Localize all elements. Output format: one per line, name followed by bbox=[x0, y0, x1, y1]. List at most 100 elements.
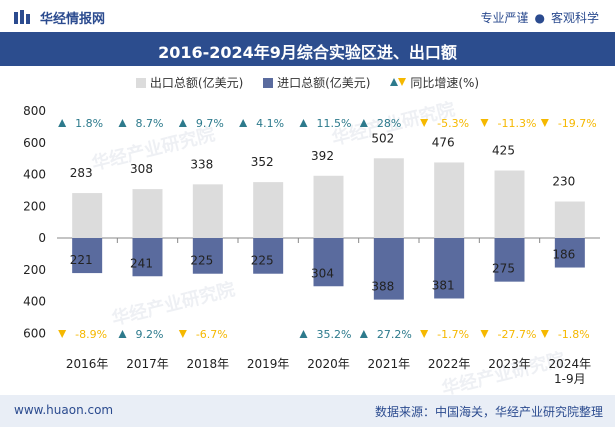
x-category-label: 2019年 bbox=[247, 357, 290, 371]
export-growth-label: 9.7% bbox=[196, 117, 224, 130]
growth-up-icon bbox=[299, 119, 308, 127]
logo-text: 华经情报网 bbox=[40, 12, 106, 27]
growth-down-icon bbox=[420, 119, 429, 127]
legend-up-triangle-icon bbox=[390, 78, 399, 86]
y-tick-label: 400 bbox=[23, 168, 46, 182]
import-value-label: 304 bbox=[311, 266, 334, 280]
export-growth-label: -5.3% bbox=[437, 117, 469, 130]
growth-up-icon bbox=[359, 330, 368, 338]
tagline-right: 客观科学 bbox=[550, 11, 599, 25]
export-growth-label: 11.5% bbox=[317, 117, 352, 130]
import-growth-label: -27.7% bbox=[498, 328, 537, 341]
footer-source: 数据来源：中国海关，华经产业研究院整理 bbox=[374, 405, 603, 419]
import-bar bbox=[192, 238, 223, 274]
import-growth-label: -8.9% bbox=[75, 328, 107, 341]
import-bar bbox=[373, 238, 404, 300]
growth-down-icon bbox=[178, 330, 187, 338]
export-growth-label: 4.1% bbox=[256, 117, 284, 130]
export-bar bbox=[373, 158, 404, 238]
x-category-label: 1-9月 bbox=[554, 372, 586, 386]
legend-label-growth: 同比增速(%) bbox=[410, 76, 480, 90]
import-value-label: 225 bbox=[251, 254, 274, 268]
import-value-label: 388 bbox=[371, 280, 394, 294]
export-bar bbox=[434, 162, 465, 238]
export-bar bbox=[253, 182, 284, 238]
growth-up-icon bbox=[118, 119, 127, 127]
y-tick-label: 400 bbox=[23, 295, 46, 309]
y-tick-label: 200 bbox=[23, 199, 46, 213]
export-growth-label: -11.3% bbox=[498, 117, 537, 130]
tagline-separator: ● bbox=[534, 11, 545, 25]
tagline: 专业严谨 ● 客观科学 bbox=[480, 9, 599, 26]
import-bar bbox=[494, 238, 525, 282]
x-category-label: 2016年 bbox=[66, 357, 109, 371]
export-bar bbox=[313, 175, 344, 238]
export-value-label: 425 bbox=[492, 144, 515, 158]
import-growth-label: 9.2% bbox=[136, 328, 164, 341]
export-bar bbox=[72, 193, 103, 238]
chart-title: 2016-2024年9月综合实验区进、出口额 bbox=[158, 43, 457, 62]
logo-icon bbox=[14, 10, 30, 24]
legend-swatch-export bbox=[135, 78, 146, 88]
import-value-label: 225 bbox=[190, 254, 213, 268]
x-category-label: 2023年 bbox=[488, 357, 531, 371]
growth-up-icon bbox=[58, 119, 67, 127]
export-value-label: 308 bbox=[130, 162, 153, 176]
x-category-label: 2018年 bbox=[187, 357, 230, 371]
legend-item-growth: 同比增速(%) bbox=[390, 74, 479, 91]
import-value-label: 186 bbox=[552, 248, 575, 262]
export-value-label: 338 bbox=[190, 157, 213, 171]
footer-website: www.huaon.com bbox=[14, 403, 114, 417]
growth-up-icon bbox=[359, 119, 368, 127]
legend-label-export: 出口总额(亿美元) bbox=[149, 76, 244, 90]
growth-down-icon bbox=[540, 330, 549, 338]
growth-down-icon bbox=[480, 330, 489, 338]
import-bar bbox=[132, 238, 163, 277]
legend-item-export: 出口总额(亿美元) bbox=[135, 74, 244, 91]
export-bar bbox=[192, 184, 223, 238]
export-bar bbox=[554, 201, 585, 238]
import-growth-label: 35.2% bbox=[317, 328, 352, 341]
import-bar bbox=[434, 238, 465, 299]
y-tick-label: 200 bbox=[23, 263, 46, 277]
y-tick-label: 0 bbox=[38, 231, 46, 245]
export-value-label: 283 bbox=[70, 166, 93, 180]
export-growth-label: 8.7% bbox=[136, 117, 164, 130]
growth-down-icon bbox=[420, 330, 429, 338]
import-bar bbox=[72, 238, 103, 274]
import-bar bbox=[253, 238, 284, 274]
title-band bbox=[0, 32, 615, 66]
top-bar: 华经情报网 专业严谨 ● 客观科学 bbox=[0, 0, 615, 32]
import-value-label: 381 bbox=[432, 278, 455, 292]
y-tick-label: 600 bbox=[23, 326, 46, 340]
export-value-label: 502 bbox=[371, 131, 394, 145]
legend: 出口总额(亿美元) 进口总额(亿美元) 同比增速(%) bbox=[0, 74, 615, 91]
import-bar bbox=[554, 238, 585, 268]
export-value-label: 352 bbox=[251, 155, 274, 169]
legend-label-import: 进口总额(亿美元) bbox=[277, 76, 371, 90]
export-value-label: 230 bbox=[552, 174, 575, 188]
growth-up-icon bbox=[178, 119, 187, 127]
growth-down-icon bbox=[480, 119, 489, 127]
x-category-label: 2022年 bbox=[428, 357, 471, 371]
growth-up-icon bbox=[118, 330, 127, 338]
x-category-label: 2020年 bbox=[307, 357, 350, 371]
growth-down-icon bbox=[540, 119, 549, 127]
x-category-label: 2017年 bbox=[126, 357, 169, 371]
import-bar bbox=[313, 238, 344, 287]
tagline-left: 专业严谨 bbox=[480, 11, 529, 25]
import-value-label: 241 bbox=[130, 256, 153, 270]
export-bar bbox=[132, 189, 163, 238]
legend-swatch-import bbox=[263, 78, 274, 88]
import-growth-label: 27.2% bbox=[377, 328, 412, 341]
export-value-label: 476 bbox=[432, 135, 455, 149]
export-value-label: 392 bbox=[311, 149, 334, 163]
x-category-label: 2021年 bbox=[368, 357, 411, 371]
export-growth-label: -19.7% bbox=[558, 117, 597, 130]
growth-up-icon bbox=[299, 330, 308, 338]
import-growth-label: -6.7% bbox=[196, 328, 228, 341]
x-category-label: 2024年 bbox=[549, 357, 592, 371]
import-growth-label: -1.7% bbox=[437, 328, 469, 341]
